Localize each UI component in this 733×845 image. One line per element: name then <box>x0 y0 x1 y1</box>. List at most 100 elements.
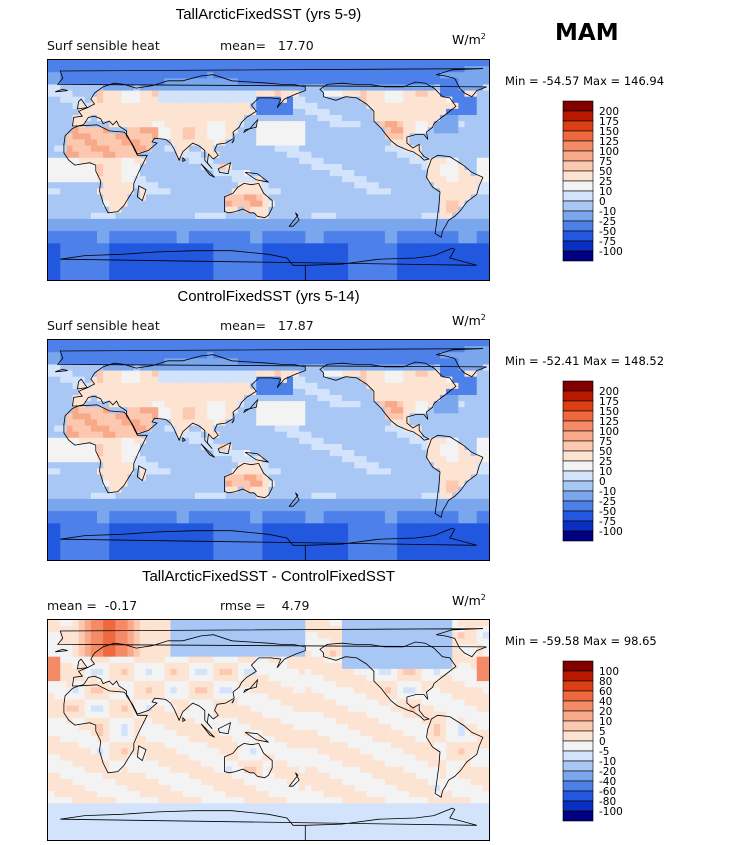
map-field <box>48 340 489 560</box>
coastline <box>55 88 68 93</box>
colorbar-swatch <box>562 230 594 242</box>
colorbar-swatch <box>562 710 594 722</box>
coastline <box>426 714 484 798</box>
colorbar-tick-label: 20 <box>599 706 612 718</box>
panel-3-rmse: rmse = 4.79 <box>220 598 310 613</box>
panel-2-mean-value: 17.87 <box>277 318 314 333</box>
coastline <box>136 745 147 762</box>
panel-3-mean-value: -0.17 <box>104 598 138 613</box>
coastline <box>426 154 484 238</box>
coastline <box>319 641 457 721</box>
coastline <box>426 434 484 518</box>
colorbar-swatch <box>562 170 594 182</box>
coastline <box>182 436 186 443</box>
colorbar-swatch <box>562 410 594 422</box>
colorbar-swatch <box>562 120 594 132</box>
colorbar-tick-label: -10 <box>599 206 616 218</box>
coastline <box>63 404 148 494</box>
colorbar-swatch <box>562 470 594 482</box>
colorbar-tick-label: -25 <box>599 496 616 508</box>
colorbar-tick-label: 100 <box>599 426 619 438</box>
panel-3-mean-label: mean = <box>47 598 97 613</box>
coastline <box>76 378 88 390</box>
panel-1-max-value: 146.94 <box>623 74 665 88</box>
coastline <box>223 742 273 779</box>
panel-3-title: TallArcticFixedSST - ControlFixedSST <box>141 568 396 585</box>
coastline <box>56 68 487 98</box>
colorbar-swatch <box>562 430 594 442</box>
colorbar-tick-label: 0 <box>599 476 606 488</box>
colorbar-tick-label: 50 <box>599 446 612 458</box>
panel-3-colorbar: 100 80 60 40 20 10 5 0 -5 -10 -20 -40 -60 -80 -100 <box>562 660 623 836</box>
colorbar-tick-label: 125 <box>599 136 619 148</box>
panel-2-mean-label: mean= <box>220 318 266 333</box>
coastline <box>55 368 68 373</box>
colorbar-tick-label: -100 <box>599 246 623 258</box>
coastline <box>288 772 300 787</box>
coastline <box>60 247 477 280</box>
colorbar-tick-label: 80 <box>599 676 612 688</box>
coastline <box>136 465 147 482</box>
colorbar-tick-label: 50 <box>599 166 612 178</box>
coastline <box>56 628 487 658</box>
coastline <box>200 443 215 458</box>
coastline <box>63 684 148 774</box>
coastline <box>182 156 186 163</box>
coastline <box>182 716 186 723</box>
colorbar-tick-label: -25 <box>599 216 616 228</box>
colorbar-swatch <box>562 190 594 202</box>
colorbar-swatch <box>562 660 594 672</box>
colorbar-tick-label: -50 <box>599 506 616 518</box>
coastline <box>319 81 457 161</box>
colorbar-swatch <box>562 110 594 122</box>
panel-1-minmax: Min = -54.57 Max = 146.94 <box>505 74 664 88</box>
colorbar-swatch <box>562 780 594 792</box>
coastline <box>200 723 215 738</box>
colorbar-swatch <box>562 440 594 452</box>
colorbar-swatch <box>562 740 594 752</box>
panel-2-min-value: -52.41 <box>542 354 580 368</box>
panel-2-map <box>47 339 490 561</box>
colorbar-swatch <box>562 790 594 802</box>
panel-1-mean-label: mean= <box>220 38 266 53</box>
colorbar-swatch <box>562 530 594 542</box>
coastline <box>136 185 147 202</box>
panel-1-variable: Surf sensible heat <box>47 38 160 53</box>
colorbar-swatch <box>562 460 594 472</box>
colorbar-tick-label: 100 <box>599 146 619 158</box>
colorbar-tick-label: -75 <box>599 516 616 528</box>
coastline <box>231 419 235 424</box>
coastline <box>56 348 487 378</box>
coastline <box>200 163 215 178</box>
colorbar-swatch <box>562 150 594 162</box>
colorbar-tick-label: 25 <box>599 176 612 188</box>
colorbar-swatch <box>562 130 594 142</box>
panel-2-min-label: Min = <box>505 354 539 368</box>
colorbar-swatch <box>562 750 594 762</box>
colorbar-swatch <box>562 770 594 782</box>
colorbar-tick-label: 5 <box>599 726 606 738</box>
colorbar-swatch <box>562 380 594 392</box>
coastline <box>55 648 68 653</box>
coastline <box>231 699 235 704</box>
colorbar-swatch <box>562 200 594 212</box>
panel-3-units: W/m2 <box>452 593 486 609</box>
coastline <box>217 721 232 735</box>
coastline <box>288 492 300 507</box>
colorbar-tick-label: 175 <box>599 396 619 408</box>
coastline <box>244 452 269 463</box>
coastline <box>223 462 273 499</box>
panel-2-units: W/m2 <box>452 313 486 329</box>
colorbar-swatch <box>562 810 594 822</box>
colorbar-tick-label: -80 <box>599 796 616 808</box>
colorbar-swatch <box>562 490 594 502</box>
panel-1-colorbar: 200 175 150 125 100 75 50 25 10 0 -10 -25 -50 -75 -100 <box>562 100 623 276</box>
panel-1-min-value: -54.57 <box>542 74 580 88</box>
map-field <box>48 60 489 280</box>
coastline <box>288 212 300 227</box>
coastline <box>244 172 269 183</box>
colorbar-tick-label: 175 <box>599 116 619 128</box>
colorbar-swatch <box>562 180 594 192</box>
panel-2-title: ControlFixedSST (yrs 5-14) <box>177 288 360 305</box>
coastline <box>72 354 306 450</box>
